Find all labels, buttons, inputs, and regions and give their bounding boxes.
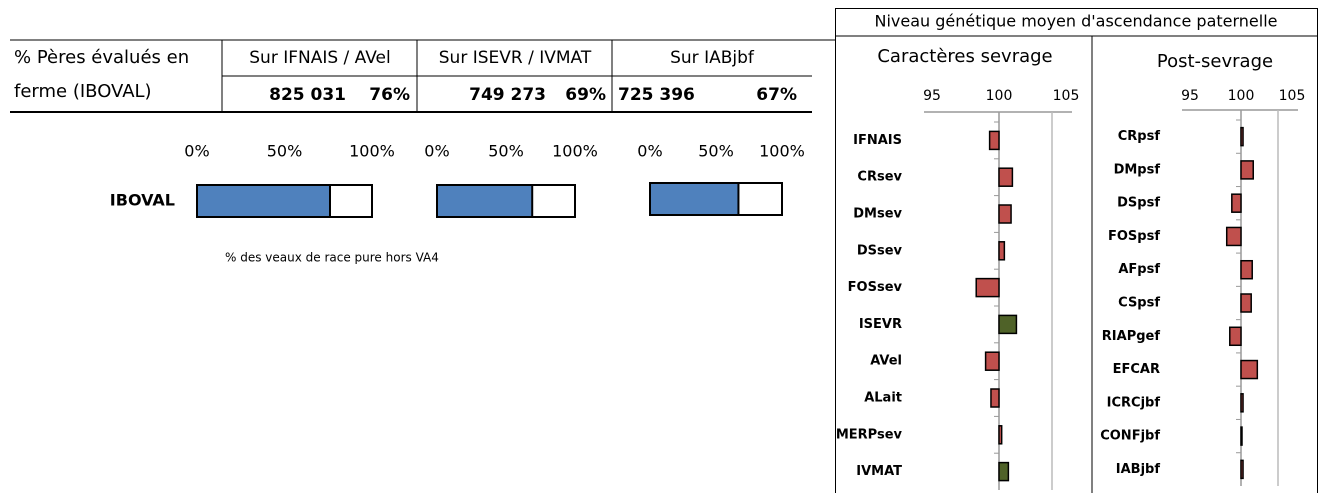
- x-tick-label: 50%: [488, 142, 524, 161]
- x-tick-label: 105: [1053, 88, 1080, 104]
- column-header: Sur IABjbf: [670, 48, 755, 68]
- category-label: EFCAR: [1113, 362, 1160, 377]
- bar: [649, 182, 740, 216]
- x-tick-label: 95: [923, 88, 941, 104]
- category-label: CRsev: [857, 170, 902, 185]
- chart-title: Post-sevrage: [1157, 51, 1273, 72]
- deviation-bar: [1240, 160, 1254, 180]
- deviation-bar: [1240, 293, 1252, 313]
- x-tick-label: 50%: [698, 142, 734, 161]
- x-tick-label: 0%: [637, 142, 662, 161]
- chart-title: Caractères sevrage: [877, 46, 1052, 67]
- count-cell: 725 396: [618, 85, 695, 105]
- deviation-bar: [1240, 426, 1243, 446]
- deviation-bar: [1240, 259, 1253, 280]
- percent-cell: 67%: [756, 85, 797, 105]
- bar: [436, 184, 534, 218]
- percent-cell: 69%: [565, 85, 606, 105]
- x-tick-label: 100: [1228, 88, 1255, 104]
- x-tick-label: 0%: [424, 142, 449, 161]
- x-tick-label: 100%: [759, 142, 805, 161]
- category-label: DSpsf: [1117, 196, 1160, 211]
- category-label: AVel: [870, 354, 902, 369]
- deviation-bar: [1240, 393, 1244, 413]
- row-label: % Pères évalués en: [14, 47, 189, 68]
- category-label: DSsev: [857, 243, 903, 258]
- panel-frame: [835, 8, 1318, 497]
- x-tick-label: 100%: [552, 142, 598, 161]
- x-tick-label: 105: [1279, 88, 1306, 104]
- table-frame: [10, 39, 835, 113]
- category-label: IVMAT: [856, 464, 902, 479]
- deviation-bar: [1229, 326, 1242, 347]
- category-label: ICRCjbf: [1107, 395, 1161, 410]
- deviation-bar: [1240, 359, 1259, 380]
- deviation-bar: [998, 425, 1003, 445]
- category-label: FOSpsf: [1108, 229, 1160, 244]
- deviation-bar: [990, 388, 1000, 408]
- category-label: ALait: [864, 391, 902, 406]
- category-label: DMpsf: [1114, 162, 1161, 177]
- x-tick-label: 100: [986, 88, 1013, 104]
- bar: [196, 184, 331, 218]
- count-cell: 825 031: [269, 85, 346, 105]
- category-label: CRpsf: [1118, 129, 1161, 144]
- x-tick-label: 50%: [267, 142, 303, 161]
- x-tick-label: 0%: [184, 142, 209, 161]
- panel-title: Niveau génétique moyen d'ascendance pate…: [875, 12, 1278, 31]
- category-label: ISEVR: [859, 317, 902, 332]
- x-tick-label: 95: [1181, 88, 1199, 104]
- category-label: MERPsev: [836, 427, 903, 442]
- row-label: ferme (IBOVAL): [14, 81, 152, 102]
- deviation-bar: [988, 130, 1000, 151]
- deviation-bar: [1240, 459, 1244, 480]
- deviation-bar: [998, 204, 1012, 224]
- category-label: DMsev: [853, 207, 902, 222]
- deviation-bar: [998, 314, 1018, 335]
- annotation: % des veaux de race pure hors VA4: [225, 251, 439, 265]
- deviation-bar: [1231, 193, 1242, 213]
- category-label: RIAPgef: [1102, 329, 1161, 344]
- category-label: CONFjbf: [1100, 429, 1160, 444]
- deviation-bar: [998, 167, 1014, 187]
- category-label: IFNAIS: [853, 133, 902, 148]
- deviation-bar: [998, 241, 1006, 261]
- column-header: Sur IFNAIS / AVel: [249, 48, 390, 68]
- column-header: Sur ISEVR / IVMAT: [439, 48, 592, 68]
- percent-cell: 76%: [369, 85, 410, 105]
- x-tick-label: 100%: [349, 142, 395, 161]
- deviation-bar: [984, 351, 1000, 371]
- count-cell: 749 273: [469, 85, 546, 105]
- deviation-bar: [1240, 126, 1244, 147]
- category-label: FOSsev: [848, 280, 903, 295]
- category-label: IBOVAL: [110, 191, 175, 210]
- category-label: IABjbf: [1116, 462, 1161, 477]
- category-label: AFpsf: [1118, 262, 1160, 277]
- deviation-bar: [1225, 226, 1242, 247]
- category-label: CSpsf: [1118, 296, 1160, 311]
- deviation-bar: [998, 461, 1010, 482]
- deviation-bar: [975, 277, 1000, 298]
